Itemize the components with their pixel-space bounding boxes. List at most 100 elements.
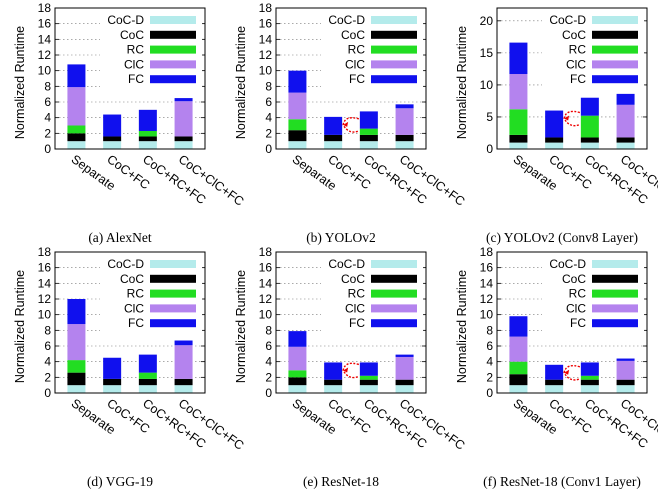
legend-label: CoC-D bbox=[549, 13, 586, 27]
y-tick-label: 16 bbox=[259, 261, 273, 275]
bar-segment bbox=[616, 385, 635, 393]
y-tick-label: 2 bbox=[265, 370, 272, 384]
legend-label: CoC bbox=[341, 28, 365, 42]
plot-frame bbox=[54, 251, 206, 394]
bar-segment bbox=[67, 87, 86, 126]
legend-swatch bbox=[371, 60, 417, 69]
bar-segment bbox=[288, 141, 307, 149]
bar-segment bbox=[359, 134, 378, 142]
legend-swatch bbox=[592, 45, 638, 54]
bar-segment bbox=[509, 109, 528, 135]
legend-swatch bbox=[592, 319, 638, 328]
legend-label: FC bbox=[128, 72, 144, 86]
legend-swatch bbox=[150, 60, 196, 69]
y-tick-label: 6 bbox=[44, 339, 51, 353]
chart-caption: (a) AlexNet bbox=[88, 230, 152, 245]
y-tick-label: 14 bbox=[480, 276, 494, 290]
legend-label: CoC bbox=[562, 272, 586, 286]
bar-segment bbox=[288, 377, 307, 386]
legend-label: ClC bbox=[345, 301, 365, 315]
y-tick-label: 18 bbox=[38, 1, 52, 15]
y-tick-label: 14 bbox=[38, 32, 52, 46]
legend-swatch bbox=[150, 45, 196, 54]
y-tick-label: 12 bbox=[38, 292, 52, 306]
bar-segment bbox=[138, 141, 157, 149]
bar-segment bbox=[103, 136, 122, 142]
bar-segment bbox=[174, 141, 193, 149]
bar-segment bbox=[545, 385, 564, 393]
legend-swatch bbox=[150, 30, 196, 39]
y-tick-label: 10 bbox=[480, 78, 494, 92]
y-tick-label: 18 bbox=[38, 245, 52, 259]
y-tick-label: 2 bbox=[265, 126, 272, 140]
y-tick-label: 12 bbox=[38, 48, 52, 62]
legend-swatch bbox=[371, 319, 417, 328]
bar-segment bbox=[616, 137, 635, 143]
bar-segment bbox=[359, 362, 378, 376]
bar-segment bbox=[138, 385, 157, 393]
bar-segment bbox=[359, 375, 378, 380]
bar-segment bbox=[138, 130, 157, 137]
y-tick-label: 4 bbox=[44, 355, 51, 369]
y-tick-label: 4 bbox=[265, 355, 272, 369]
bar-segment bbox=[509, 134, 528, 143]
chart-caption: (b) YOLOv2 bbox=[306, 230, 376, 245]
bar-segment bbox=[288, 70, 307, 93]
bar-segment bbox=[174, 378, 193, 386]
bar-segment bbox=[580, 375, 599, 380]
y-tick-label: 18 bbox=[259, 1, 273, 15]
legend-swatch bbox=[150, 304, 196, 313]
legend-label: ClC bbox=[566, 301, 586, 315]
legend-swatch bbox=[592, 75, 638, 84]
y-tick-label: 12 bbox=[259, 292, 273, 306]
y-tick-label: 0 bbox=[44, 142, 51, 156]
legend-label: ClC bbox=[566, 57, 586, 71]
y-axis-label: Normalized Runtime bbox=[13, 270, 27, 383]
y-tick-label: 0 bbox=[265, 142, 272, 156]
bar-segment bbox=[359, 379, 378, 386]
bar-segment bbox=[324, 141, 343, 149]
bar-segment bbox=[138, 354, 157, 373]
legend-label: RC bbox=[569, 43, 587, 57]
y-tick-label: 8 bbox=[265, 79, 272, 93]
legend-swatch bbox=[371, 289, 417, 298]
bar-segment bbox=[395, 108, 414, 135]
bar-segment bbox=[67, 372, 86, 386]
bar-segment bbox=[67, 360, 86, 373]
bar-segment bbox=[395, 356, 414, 380]
legend-swatch bbox=[592, 289, 638, 298]
bar-segment bbox=[616, 104, 635, 138]
legend-label: FC bbox=[349, 72, 365, 86]
y-tick-label: 10 bbox=[38, 308, 52, 322]
bar-segment bbox=[580, 97, 599, 116]
y-tick-label: 6 bbox=[486, 339, 493, 353]
bar-segment bbox=[509, 142, 528, 149]
bar-segment bbox=[580, 362, 599, 376]
arrowhead-icon bbox=[343, 121, 349, 127]
bar-segment bbox=[509, 385, 528, 393]
bar-segment bbox=[103, 378, 122, 386]
y-tick-label: 4 bbox=[265, 111, 272, 125]
y-tick-label: 6 bbox=[265, 95, 272, 109]
legend-swatch bbox=[592, 260, 638, 268]
chart-caption: (c) YOLOv2 (Conv8 Layer) bbox=[486, 230, 638, 245]
y-tick-label: 10 bbox=[259, 64, 273, 78]
legend-swatch bbox=[371, 30, 417, 39]
legend-swatch bbox=[592, 16, 638, 24]
bar-segment bbox=[324, 134, 343, 142]
legend-label: CoC bbox=[120, 272, 144, 286]
y-tick-label: 16 bbox=[38, 17, 52, 31]
bar-segment bbox=[509, 74, 528, 110]
bar-segment bbox=[509, 336, 528, 362]
plot-frame bbox=[496, 251, 648, 394]
legend-label: RC bbox=[569, 287, 587, 301]
legend-swatch bbox=[592, 274, 638, 283]
legend-label: CoC-D bbox=[549, 257, 586, 271]
legend-label: CoC bbox=[562, 28, 586, 42]
y-axis-label: Normalized Runtime bbox=[234, 270, 248, 383]
